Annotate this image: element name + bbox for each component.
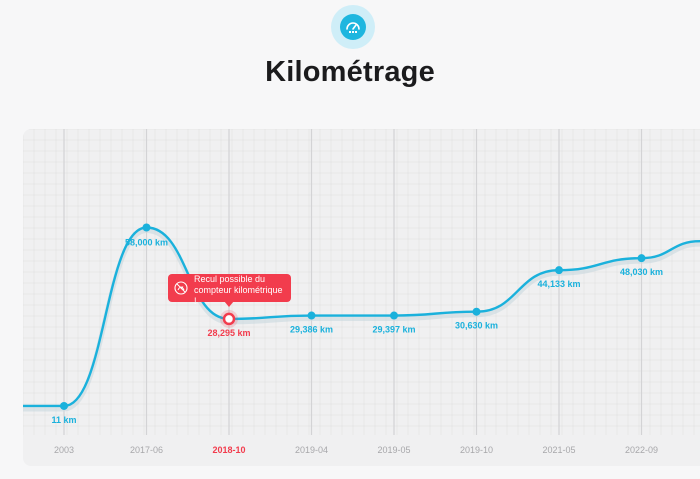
data-label: 58,000 km	[125, 238, 168, 248]
x-tick-label: 2021-05	[542, 445, 575, 455]
data-label: 30,630 km	[455, 321, 498, 331]
rollback-tooltip-text: Recul possible du compteur kilométrique …	[194, 274, 283, 306]
data-point	[390, 311, 398, 320]
x-tick-label: 2019-05	[377, 445, 410, 455]
data-label: 48,030 km	[620, 267, 663, 277]
x-tick-label: 2019-04	[295, 445, 328, 455]
x-tick-label: 2022-09	[625, 445, 658, 455]
rollback-tooltip: Recul possible du compteur kilométrique …	[168, 274, 291, 307]
page-title: Kilométrage	[265, 56, 435, 88]
tooltip-arrow	[224, 301, 234, 307]
odometer-icon-badge	[331, 5, 375, 49]
data-point	[60, 401, 68, 410]
data-label: 44,133 km	[537, 279, 580, 289]
mileage-chart-svg: 11 km 2003 58,000 km 2017-06 28,295 km 2018-1…	[23, 129, 700, 455]
data-point	[472, 307, 481, 316]
data-label: 29,397 km	[372, 325, 415, 335]
data-label: 28,295 km	[207, 328, 250, 338]
x-tick-label: 2018-10	[212, 445, 245, 455]
data-label: 29,386 km	[290, 325, 333, 335]
x-tick-label: 2003	[54, 445, 74, 455]
odometer-icon	[340, 14, 366, 40]
data-label: 11 km	[51, 415, 76, 425]
data-point	[222, 312, 236, 326]
data-point	[637, 254, 646, 263]
series-line	[23, 226, 700, 408]
data-point	[555, 266, 563, 275]
mileage-chart: 11 km 2003 58,000 km 2017-06 28,295 km 2018-1…	[23, 129, 700, 466]
data-point	[142, 223, 151, 232]
x-tick-label: 2019-10	[460, 445, 493, 455]
x-tick-label: 2017-06	[130, 445, 163, 455]
data-point	[307, 311, 316, 320]
rollback-warning-icon	[174, 281, 188, 295]
